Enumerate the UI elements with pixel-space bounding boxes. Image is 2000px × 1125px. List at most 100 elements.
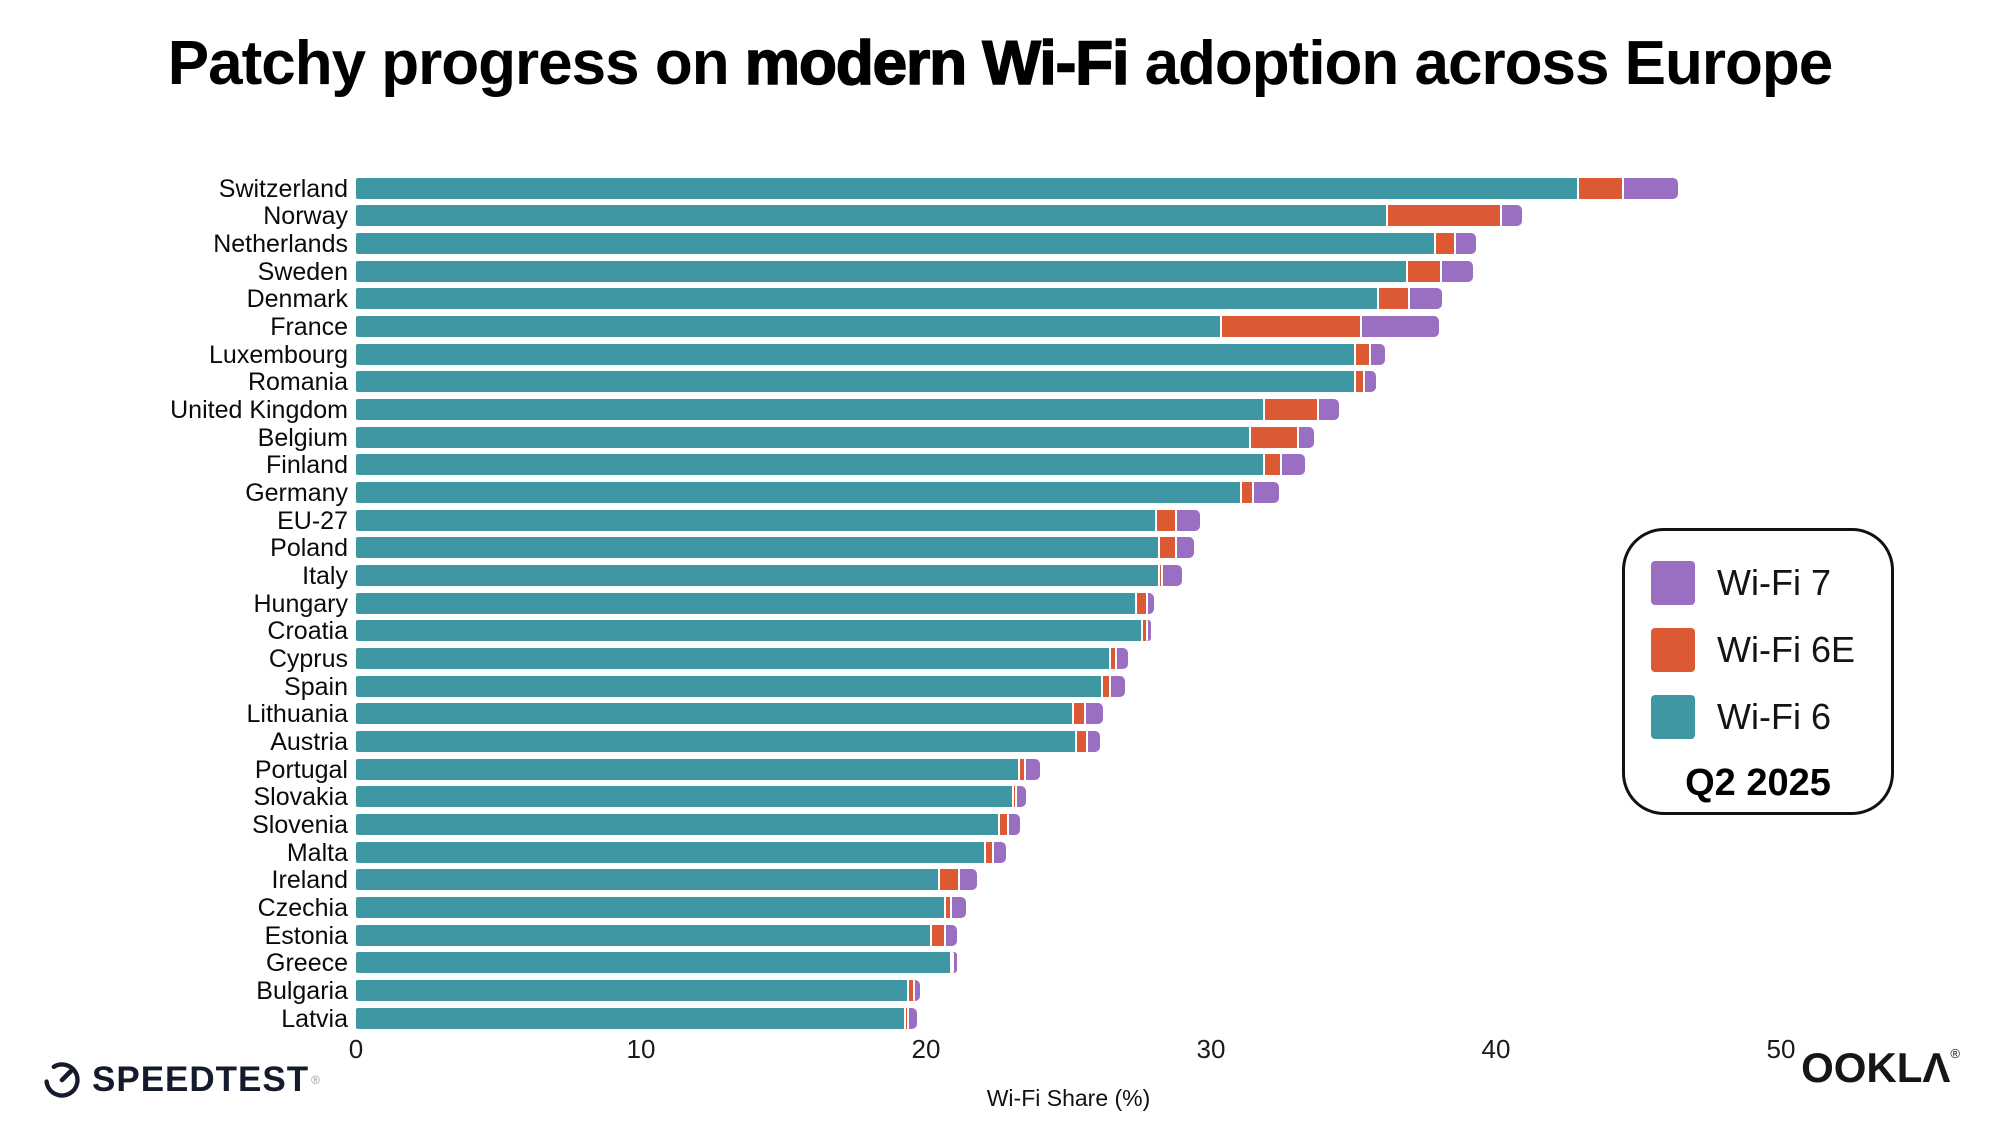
segment-wifi7 (1111, 675, 1126, 697)
bar-track (356, 620, 1152, 642)
country-label: Norway (263, 202, 348, 231)
segment-wifi6 (356, 371, 1357, 393)
x-axis-tick: 20 (911, 1034, 941, 1064)
segment-wifi6 (356, 730, 1078, 752)
segment-wifi7 (945, 924, 958, 946)
segment-wifi6 (356, 841, 986, 863)
segment-wifi7 (1370, 343, 1385, 365)
segment-wifi6 (356, 260, 1408, 282)
bar-track (356, 592, 1154, 614)
bar-row: Latvia (0, 1004, 2000, 1033)
bar-row: Slovenia (0, 812, 2000, 837)
legend-swatch-wifi7 (1651, 561, 1695, 605)
country-label: Netherlands (213, 229, 348, 258)
bar-track (356, 232, 1477, 254)
bar-row: France (0, 314, 2000, 339)
segment-wifi6e (940, 869, 961, 891)
bar-track (356, 675, 1126, 697)
segment-wifi7 (1085, 703, 1103, 725)
x-axis-tick: 0 (348, 1034, 364, 1064)
bar-row: Cyprus (0, 646, 2000, 671)
legend-label-wifi6: Wi-Fi 6 (1717, 696, 1831, 737)
bar-row: Denmark (0, 287, 2000, 312)
country-label: Switzerland (218, 174, 348, 203)
bar-row: Slovakia (0, 785, 2000, 810)
country-label: Spain (284, 672, 348, 701)
x-axis-label: Wi-Fi Share (%) (986, 1085, 1151, 1111)
bar-track (356, 730, 1100, 752)
bar-row: Switzerland (0, 174, 2000, 203)
bar-track (356, 703, 1103, 725)
segment-wifi7 (1025, 758, 1040, 780)
segment-wifi6e (1379, 288, 1411, 310)
segment-wifi7 (1176, 537, 1194, 559)
segment-wifi7 (908, 1007, 918, 1029)
bar-row: Ireland (0, 868, 2000, 893)
segment-wifi6e (1020, 758, 1026, 780)
bar-row: Malta (0, 840, 2000, 865)
bar-track (356, 952, 958, 974)
speedtest-wordmark: SPEEDTEST (92, 1060, 310, 1099)
segment-wifi7 (1253, 481, 1280, 503)
segment-wifi6 (356, 537, 1160, 559)
country-label: Estonia (264, 921, 348, 950)
segment-wifi7 (1456, 232, 1477, 254)
segment-wifi6e (1250, 426, 1300, 448)
segment-wifi7 (1624, 177, 1679, 199)
bar-track (356, 537, 1194, 559)
segment-wifi6 (356, 315, 1223, 337)
bar-row: Portugal (0, 755, 2000, 784)
segment-wifi6 (356, 896, 946, 918)
segment-wifi6 (356, 426, 1251, 448)
country-label: Greece (266, 949, 348, 978)
bar-track (356, 924, 958, 946)
speedtest-logo: SPEEDTEST ® (42, 1060, 320, 1100)
x-axis-tick: 40 (1481, 1034, 1511, 1064)
ookla-logo: OOKLΛ ® (1801, 1044, 1960, 1092)
segment-wifi6 (356, 703, 1075, 725)
bar-row: Poland (0, 534, 2000, 563)
country-label: Finland (266, 451, 348, 480)
bar-row: Spain (0, 672, 2000, 701)
segment-wifi7 (1008, 813, 1021, 835)
country-label: Czechia (257, 893, 348, 922)
x-axis: 0 10 20 30 40 50 (0, 1034, 2000, 1068)
country-label: EU-27 (277, 506, 348, 535)
x-axis-tick: 30 (1196, 1034, 1226, 1064)
segment-wifi6 (356, 398, 1266, 420)
country-label: Poland (270, 534, 348, 563)
segment-wifi7 (954, 952, 958, 974)
country-label: Romania (247, 368, 348, 397)
country-label: Belgium (257, 423, 348, 452)
segment-wifi7 (1162, 564, 1183, 586)
legend-swatch-wifi6 (1651, 695, 1695, 739)
segment-wifi7 (1319, 398, 1340, 420)
country-label: Portugal (254, 755, 348, 784)
bar-track (356, 288, 1442, 310)
segment-wifi6 (356, 979, 909, 1001)
bar-track (356, 813, 1021, 835)
bar-row: United Kingdom (0, 397, 2000, 422)
legend-label-wifi7: Wi-Fi 7 (1717, 562, 1831, 603)
segment-wifi6 (356, 454, 1266, 476)
segment-wifi6e (1000, 813, 1009, 835)
segment-wifi6e (1222, 315, 1363, 337)
segment-wifi6e (1156, 509, 1177, 531)
bar-row: Sweden (0, 259, 2000, 284)
bar-track (356, 371, 1377, 393)
legend-period: Q2 2025 (1685, 762, 1831, 804)
title-prefix: Patchy progress on (167, 29, 745, 98)
title-suffix: adoption across Europe (1128, 29, 1834, 98)
segment-wifi7 (1148, 592, 1154, 614)
legend-item-wifi6e: Wi-Fi 6E (1651, 628, 1891, 672)
segment-wifi6e (931, 924, 946, 946)
segment-wifi7 (1501, 205, 1522, 227)
segment-wifi7 (960, 869, 978, 891)
title-emphasis: modern Wi-Fi (744, 28, 1130, 99)
segment-wifi7 (951, 896, 966, 918)
bar-track (356, 896, 966, 918)
country-label: Latvia (281, 1004, 348, 1033)
country-label: Luxembourg (209, 340, 348, 369)
bar-track (356, 564, 1183, 586)
